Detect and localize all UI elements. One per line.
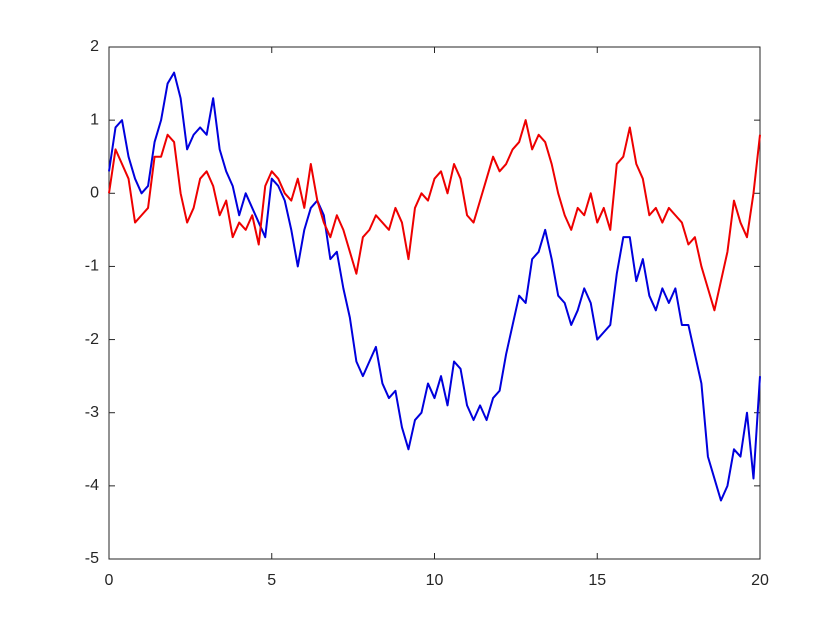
axes-box xyxy=(108,46,761,560)
y-tick-label: -2 xyxy=(85,331,99,348)
y-tick-label: 0 xyxy=(90,185,99,202)
x-tick-label: 10 xyxy=(426,572,444,589)
series-line xyxy=(108,119,761,312)
y-tick-label: -1 xyxy=(85,258,99,275)
y-tick-label: 2 xyxy=(90,38,99,55)
y-tick-label: -4 xyxy=(85,477,99,494)
y-tick-label: 1 xyxy=(90,111,99,128)
y-tick-label: -5 xyxy=(85,550,99,567)
series-line xyxy=(108,71,761,502)
x-tick-label: 15 xyxy=(588,572,606,589)
x-tick-label: 5 xyxy=(267,572,276,589)
y-tick-label: -3 xyxy=(85,404,99,421)
x-tick-label: 20 xyxy=(751,572,769,589)
x-tick-label: 0 xyxy=(105,572,114,589)
